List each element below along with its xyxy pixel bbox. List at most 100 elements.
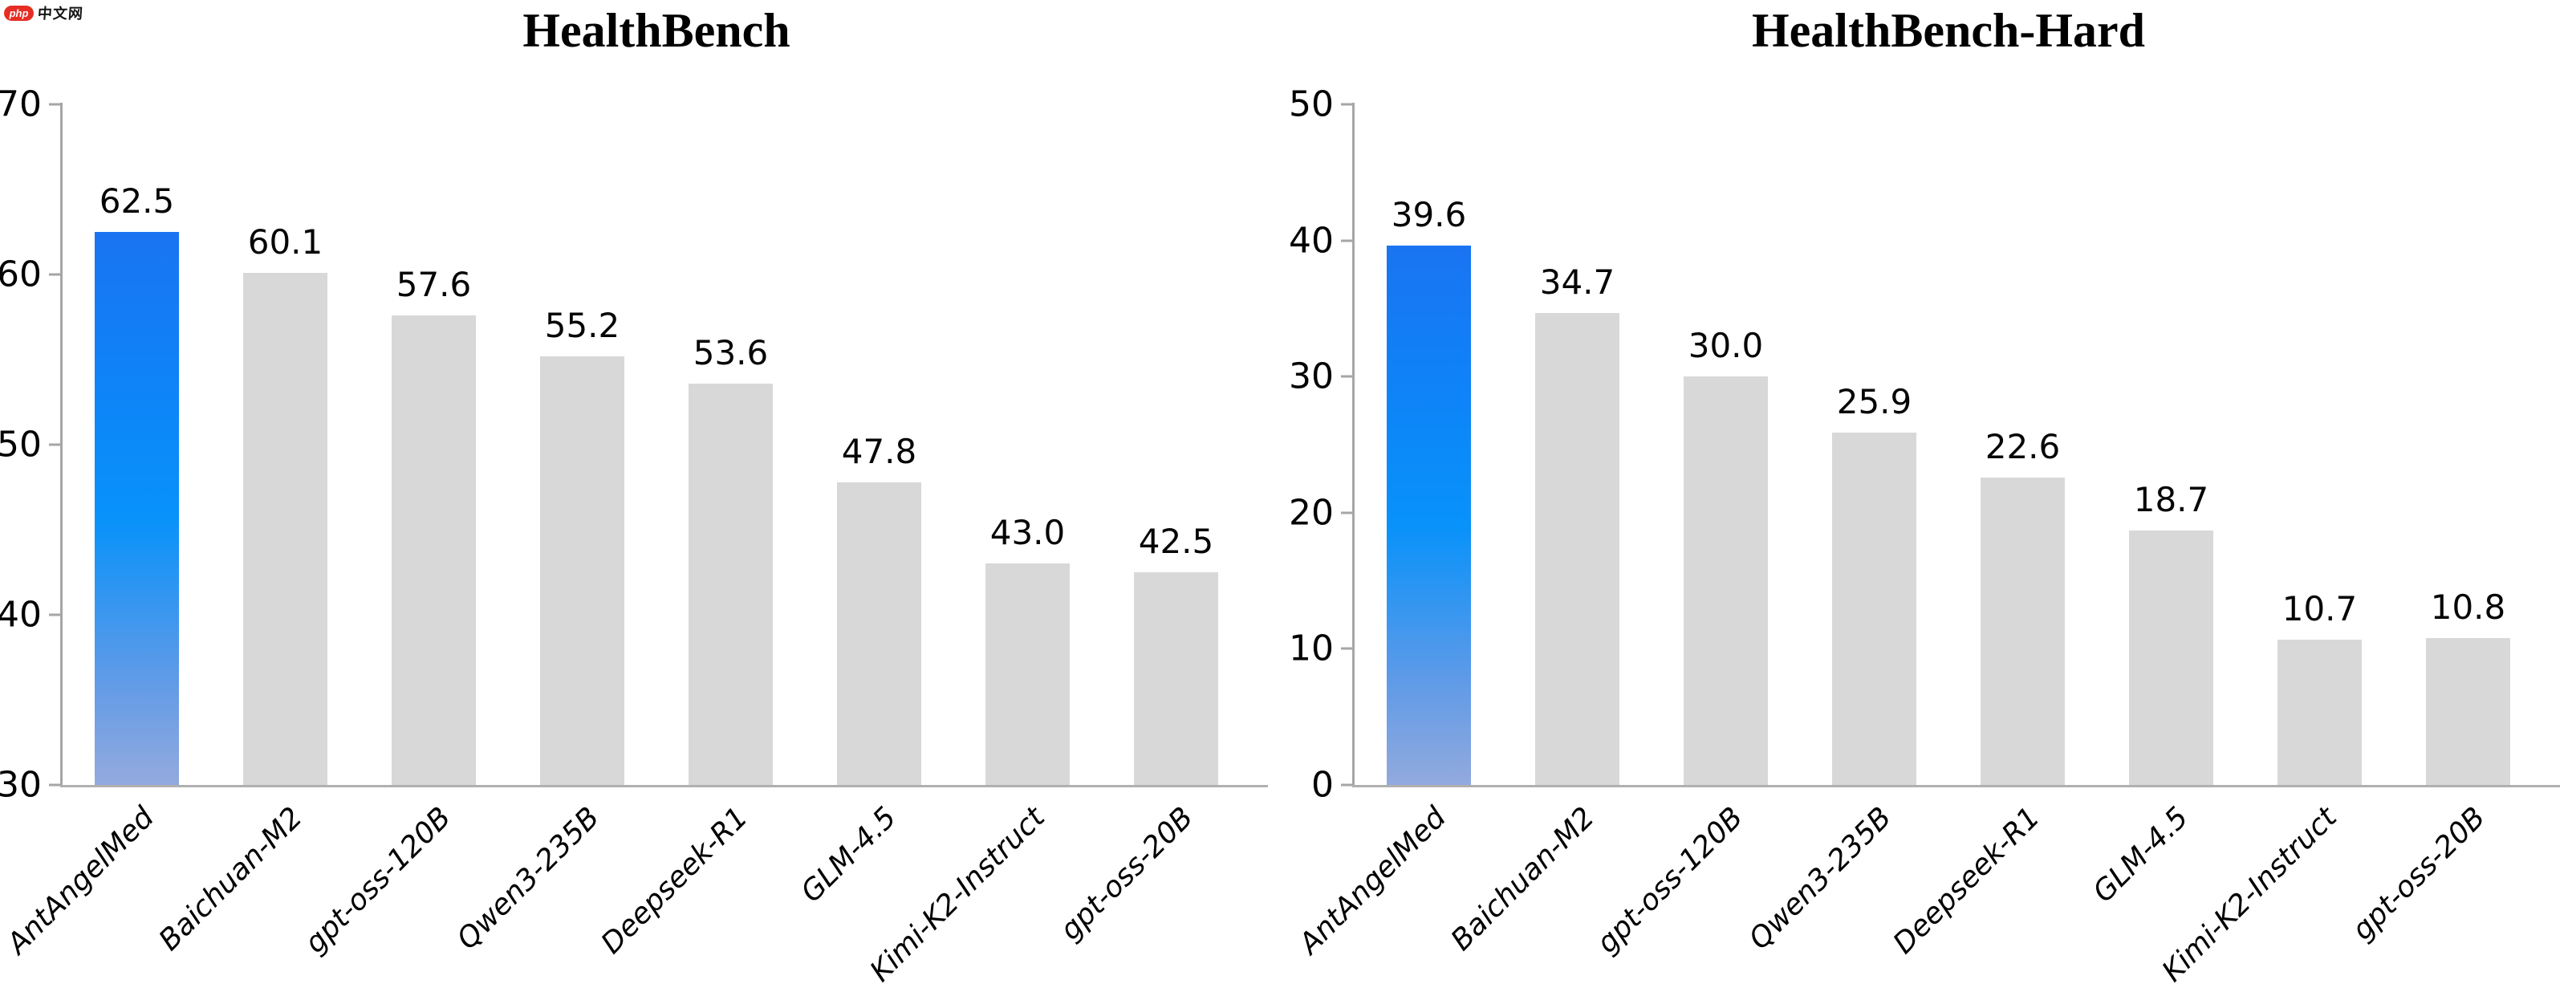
bar-slot: 57.6 (360, 104, 508, 785)
bars-container: 62.5 60.1 57.6 55.2 53.6 47.8 43.0 42.5 (63, 104, 1250, 785)
bar-slot: 34.7 (1503, 104, 1652, 785)
bar-AntAngelMed (94, 232, 180, 785)
y-tick-mark (49, 783, 60, 787)
bar-gpt-oss-120B (391, 315, 477, 785)
bar-slot: 25.9 (1800, 104, 1948, 785)
bar-slot: 60.1 (211, 104, 360, 785)
y-tick-mark (1341, 103, 1352, 106)
x-tick-label: Baichuan-M2 (1444, 801, 1601, 958)
bar-value-label: 47.8 (841, 431, 917, 471)
x-tick-label: Baichuan-M2 (152, 801, 309, 958)
bar-slot: 43.0 (953, 104, 1102, 785)
x-tick-label: GLM-4.5 (794, 801, 903, 909)
bar-slot: 53.6 (656, 104, 805, 785)
bar-slot: 55.2 (508, 104, 656, 785)
bar-value-label: 34.7 (1539, 262, 1615, 302)
bar-value-label: 18.7 (2133, 479, 2209, 519)
x-tick-label: Deepseek-R1 (1887, 801, 2046, 961)
bar-slot: 22.6 (1948, 104, 2097, 785)
healthbench-hard-chart: HealthBench-Hard 0 10 20 30 40 50 39.6 34.7 30.… (1288, 0, 2576, 988)
bar-value-label: 22.6 (1985, 426, 2061, 466)
x-tick-label: gpt-oss-20B (2345, 801, 2492, 947)
y-tick-mark (49, 443, 60, 446)
bar-Kimi-K2-Instruct (985, 563, 1071, 785)
bar-gpt-oss-20B (1133, 572, 1219, 785)
bar-value-label: 43.0 (989, 513, 1066, 553)
y-tick-mark (1341, 511, 1352, 514)
x-tick-label: AntAngelMed (1292, 801, 1453, 961)
healthbench-chart: HealthBench 30 40 50 60 70 62.5 60.1 57.6 55.2 5… (0, 0, 1288, 988)
x-axis-labels: AntAngelMed Baichuan-M2 gpt-oss-120B Qwen3-… (1, 785, 1250, 988)
y-tick-mark (1341, 239, 1352, 242)
bar-value-label: 10.8 (2430, 587, 2506, 627)
bar-Baichuan-M2 (1534, 312, 1620, 785)
bar-value-label: 25.9 (1836, 381, 1912, 421)
bar-value-label: 55.2 (544, 305, 620, 345)
bar-slot: 39.6 (1355, 104, 1503, 785)
y-tick-label: 60 (0, 254, 42, 295)
bar-value-label: 42.5 (1138, 522, 1214, 561)
x-tick-label: Qwen3-235B (1742, 801, 1898, 957)
x-tick-label: gpt-oss-20B (1053, 801, 1200, 947)
bar-gpt-oss-20B (2425, 637, 2511, 785)
x-tick-label: Qwen3-235B (450, 801, 606, 957)
x-tick-label: AntAngelMed (0, 801, 160, 961)
php-cn-watermark-logo: php 中文网 (4, 2, 84, 23)
bar-value-label: 62.5 (99, 181, 175, 221)
y-tick-label: 50 (0, 424, 42, 466)
php-cn-site-name: 中文网 (37, 6, 84, 22)
bar-Qwen3-235B (539, 356, 625, 785)
x-tick-label: gpt-oss-120B (298, 801, 457, 960)
plot-area: 0 10 20 30 40 50 39.6 34.7 30.0 25.9 22.6 18.7 10.7… (1289, 84, 2560, 988)
y-tick-mark (49, 273, 60, 276)
y-tick-label: 30 (0, 764, 42, 806)
x-axis-line (1352, 785, 2560, 787)
bar-Qwen3-235B (1831, 432, 1917, 785)
y-axis-line (1352, 103, 1355, 787)
x-tick-label: GLM-4.5 (2086, 801, 2195, 909)
y-tick-label: 10 (1289, 628, 1334, 669)
bar-slot: 10.8 (2394, 104, 2542, 785)
y-tick-label: 40 (0, 594, 42, 636)
chart-title-healthbench-hard: HealthBench-Hard (1752, 4, 2145, 57)
y-tick-mark (1341, 647, 1352, 650)
bar-value-label: 39.6 (1391, 195, 1467, 235)
bar-gpt-oss-120B (1683, 376, 1769, 785)
bar-slot: 10.7 (2245, 104, 2394, 785)
bar-Baichuan-M2 (242, 272, 328, 785)
bar-value-label: 60.1 (247, 222, 323, 262)
bar-Kimi-K2-Instruct (2277, 639, 2363, 785)
bar-GLM-4.5 (836, 482, 922, 785)
y-tick-mark (1341, 783, 1352, 787)
y-tick-label: 20 (1289, 492, 1334, 534)
bar-slot: 62.5 (63, 104, 211, 785)
y-tick-label: 0 (1311, 764, 1334, 806)
bar-value-label: 10.7 (2281, 588, 2358, 628)
x-axis-line (60, 785, 1268, 787)
bar-value-label: 30.0 (1688, 326, 1764, 366)
bars-container: 39.6 34.7 30.0 25.9 22.6 18.7 10.7 10.8 (1355, 104, 2542, 785)
bar-GLM-4.5 (2128, 530, 2214, 785)
bar-Deepseek-R1 (1980, 477, 2066, 785)
php-logo-badge: php (4, 5, 34, 21)
bar-AntAngelMed (1386, 246, 1472, 785)
x-axis-labels: AntAngelMed Baichuan-M2 gpt-oss-120B Qwen3-… (1293, 785, 2542, 988)
bar-Deepseek-R1 (688, 383, 774, 785)
bar-slot: 18.7 (2097, 104, 2245, 785)
x-tick-label: gpt-oss-120B (1590, 801, 1749, 960)
bar-value-label: 53.6 (693, 332, 769, 372)
bar-slot: 42.5 (1102, 104, 1250, 785)
y-tick-mark (49, 103, 60, 106)
bar-slot: 47.8 (805, 104, 953, 785)
y-tick-label: 50 (1289, 83, 1334, 125)
y-tick-mark (1341, 375, 1352, 378)
bar-value-label: 57.6 (396, 264, 472, 304)
y-axis-line (60, 103, 63, 787)
y-tick-label: 70 (0, 83, 42, 125)
chart-title-healthbench: HealthBench (522, 4, 790, 57)
y-tick-mark (49, 613, 60, 616)
bar-slot: 30.0 (1652, 104, 1800, 785)
x-tick-label: Deepseek-R1 (595, 801, 754, 961)
y-tick-label: 40 (1289, 220, 1334, 262)
y-tick-label: 30 (1289, 356, 1334, 397)
